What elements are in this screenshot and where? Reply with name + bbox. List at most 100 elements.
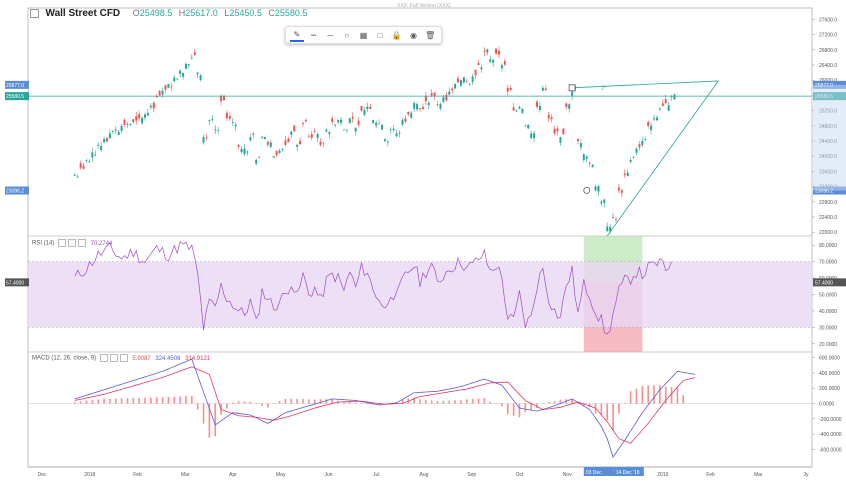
y-tick-label: 40.0000 (819, 309, 837, 315)
candle-body (225, 112, 228, 119)
eye-icon[interactable] (68, 239, 77, 247)
y-tick-label: 22800.0 (819, 200, 837, 206)
candle-body (401, 120, 404, 125)
candle-body (655, 117, 658, 121)
candle-body (129, 124, 132, 125)
macd-histogram-bar (226, 403, 228, 409)
macd-histogram-bar (109, 398, 111, 404)
macd-histogram-bar (583, 403, 585, 406)
y-tick-label: 200.0000 (819, 386, 840, 392)
left-rsi-tag-label: 57.4000 (6, 280, 24, 286)
candle-body (152, 102, 155, 109)
macd-histogram-bar (179, 396, 181, 404)
circle-icon[interactable]: ○ (344, 30, 350, 40)
macd-histogram-bar (577, 403, 579, 405)
candle-body (509, 87, 512, 91)
candle-body (237, 144, 240, 147)
candle-body (354, 127, 357, 132)
candle-body (322, 142, 325, 144)
candle-body (342, 129, 345, 131)
candle-body (471, 76, 474, 82)
left-price-tag (5, 186, 29, 195)
macd-histogram-bar (442, 400, 445, 404)
macd-histogram-bar (208, 403, 211, 438)
low-value: 25450.5 (229, 8, 262, 18)
axis-tags: 25877.025580.523096.225877.025580.523096… (5, 80, 846, 476)
candle-body (243, 148, 246, 155)
source-text: XXX: Full Version (XXX) (397, 3, 451, 9)
candle-body (94, 154, 97, 156)
x-tick-label: Jy (804, 472, 810, 478)
close-icon[interactable] (119, 354, 128, 362)
left-price-tag-label: 25580.5 (6, 94, 24, 100)
candle-body (626, 172, 629, 177)
candle-body (278, 150, 281, 154)
square-icon[interactable]: □ (377, 30, 383, 40)
settings-icon[interactable] (99, 354, 108, 362)
macd-histogram-bar (413, 397, 415, 404)
candle-body (419, 108, 421, 109)
line-style-icon[interactable]: ┅ (311, 30, 316, 40)
candle-body (363, 109, 366, 115)
time-tag-label: 03 Dec (586, 470, 602, 476)
candle-body (217, 130, 220, 131)
angle-label: 2° (601, 86, 606, 92)
candle-body (483, 50, 486, 52)
candle-body (468, 83, 471, 85)
candle-body (246, 151, 249, 153)
rsi-tag-label: 57.4000 (815, 280, 833, 286)
candle-body (503, 61, 506, 65)
candle-body (644, 139, 647, 141)
candle-body (398, 132, 401, 134)
candle-body (231, 122, 234, 123)
candle-body (82, 165, 85, 169)
eye-icon[interactable]: ◉ (410, 30, 418, 40)
candle-body (135, 116, 138, 121)
time-tag (613, 467, 644, 476)
candle-body (547, 114, 550, 119)
candle-body (445, 94, 448, 101)
candle-body (108, 133, 111, 139)
macd-histogram-bar (659, 385, 661, 404)
line-width-icon[interactable]: ─ (327, 30, 334, 40)
macd-histogram-bar (214, 403, 217, 437)
lock-icon[interactable]: 🔒 (391, 30, 402, 40)
macd-histogram-bar (419, 399, 421, 404)
pencil-icon[interactable]: ✎ (290, 28, 304, 42)
candle-body (653, 118, 656, 120)
candle-body (436, 104, 439, 105)
close-icon[interactable] (78, 239, 87, 247)
candle-body (632, 157, 635, 158)
macd-histogram-bar (571, 398, 573, 404)
layers-icon[interactable]: ▦ (359, 30, 368, 40)
grid (27, 7, 813, 468)
candle-body (515, 110, 518, 112)
macd-histogram-bar (155, 397, 158, 404)
macd-histogram-bar (588, 403, 591, 408)
macd-histogram-bar (448, 400, 451, 404)
candle-body (582, 154, 585, 160)
x-tick-label: Feb (133, 472, 142, 478)
candle-body (667, 105, 670, 111)
macd-histogram-bar (653, 385, 655, 404)
candle-body (416, 104, 419, 110)
candle-body (138, 114, 141, 119)
candle-body (100, 146, 103, 150)
eye-icon[interactable] (109, 354, 118, 362)
y-tick-label: 400.0000 (819, 371, 840, 377)
candle-body (448, 91, 451, 95)
candle-body (395, 133, 398, 137)
candle-body (190, 57, 193, 59)
candle-body (477, 63, 480, 65)
y-tick-label: 27600.0 (819, 17, 837, 23)
trash-icon[interactable]: 🗑 (425, 30, 436, 40)
collapse-icon[interactable] (30, 9, 39, 19)
candle-body (85, 160, 88, 161)
settings-icon[interactable] (58, 239, 67, 247)
macd-histogram-bar (120, 398, 123, 404)
x-tick-label: Jul (373, 472, 379, 478)
candle-body (530, 133, 533, 139)
candle-body (585, 156, 588, 159)
macd-histogram-bar (167, 397, 170, 404)
